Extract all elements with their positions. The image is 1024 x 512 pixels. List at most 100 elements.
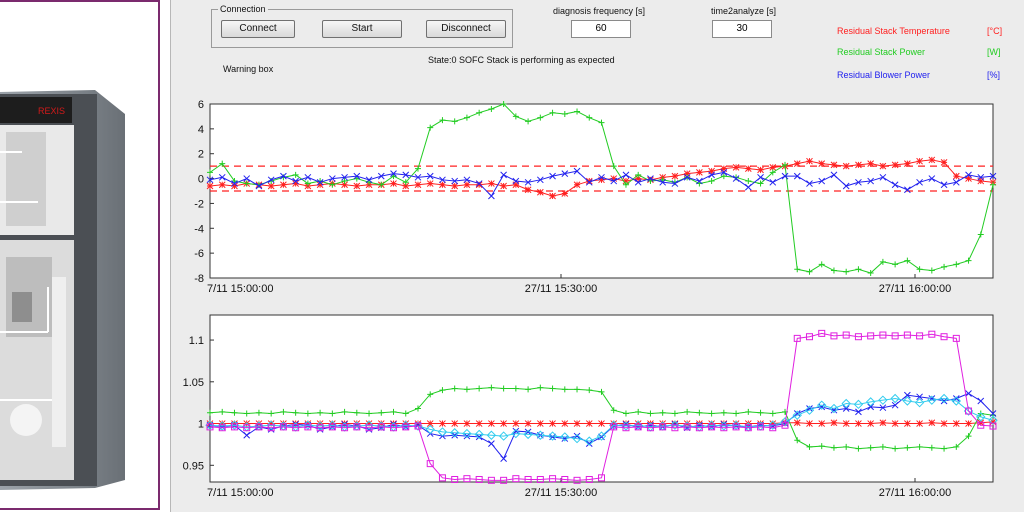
- data-point: [794, 266, 801, 273]
- data-point: [243, 180, 250, 187]
- data-point: [818, 420, 826, 427]
- sofc-unit-illustration: REXIS: [0, 90, 125, 490]
- time2analyze-input[interactable]: 30: [712, 20, 772, 38]
- data-point: [451, 420, 459, 427]
- time2analyze-label: time2analyze [s]: [711, 6, 777, 16]
- data-point: [830, 161, 838, 169]
- data-point: [574, 386, 581, 393]
- data-point: [671, 424, 679, 432]
- data-point: [512, 181, 520, 189]
- data-point: [512, 385, 519, 392]
- data-point: [598, 173, 605, 181]
- data-point: [940, 181, 948, 189]
- data-point: [243, 175, 251, 182]
- data-point: [500, 385, 507, 392]
- data-point: [585, 177, 593, 185]
- data-point: [757, 409, 764, 416]
- data-point: [708, 178, 715, 185]
- data-point: [854, 333, 862, 341]
- data-point: [977, 177, 985, 185]
- connection-legend: Connection: [220, 4, 266, 14]
- residual-chart-top: 6 4 2 0 -2 -4 -6 -87/11 15:00:00 27/11 15:30:00 2…: [194, 99, 997, 295]
- data-point: [549, 172, 556, 180]
- diagnosis-frequency-input[interactable]: 60: [571, 20, 631, 38]
- data-point: [830, 171, 838, 179]
- start-button[interactable]: Start: [322, 20, 402, 38]
- data-point: [427, 124, 434, 131]
- data-point: [891, 420, 899, 427]
- data-point: [500, 101, 507, 107]
- data-point: [806, 157, 813, 165]
- data-point: [586, 387, 593, 394]
- data-point: [817, 400, 827, 410]
- data-point: [671, 420, 679, 427]
- data-point: [683, 170, 691, 177]
- data-point: [365, 176, 373, 184]
- data-point: [439, 387, 446, 394]
- data-point: [841, 398, 851, 409]
- disconnect-button[interactable]: Disconnect: [426, 20, 506, 38]
- data-point: [414, 422, 422, 430]
- data-point: [782, 161, 789, 168]
- data-point: [512, 420, 520, 427]
- data-point: [904, 444, 911, 451]
- data-point: [965, 390, 972, 397]
- data-point: [988, 415, 998, 425]
- data-point: [463, 114, 470, 121]
- data-point: [488, 440, 495, 447]
- data-point: [573, 167, 581, 175]
- data-point: [585, 475, 593, 483]
- data-point: [890, 393, 900, 404]
- data-point: [498, 431, 509, 441]
- data-point: [855, 266, 862, 273]
- data-point: [744, 424, 752, 432]
- data-point: [598, 119, 605, 126]
- data-point: [867, 270, 874, 277]
- y-tick-label: -4: [194, 223, 204, 235]
- data-point: [904, 420, 911, 427]
- data-point: [439, 420, 446, 427]
- data-point: [304, 180, 311, 187]
- data-point: [659, 178, 667, 186]
- data-point: [769, 410, 776, 417]
- blower-unit: [10, 404, 42, 436]
- data-point: [500, 171, 507, 179]
- data-point: [952, 334, 960, 342]
- data-point: [462, 428, 472, 439]
- data-point: [524, 186, 532, 194]
- x-tick-label: 27/11 15:30:00: [525, 487, 598, 499]
- data-point: [475, 420, 483, 427]
- data-point: [916, 443, 923, 450]
- data-point: [610, 423, 618, 431]
- data-point: [720, 165, 728, 172]
- data-point: [781, 421, 789, 429]
- state-text: State:0 SOFC Stack is performing as expe…: [428, 55, 615, 65]
- data-point: [708, 423, 716, 431]
- data-point: [402, 423, 410, 431]
- data-point: [243, 431, 251, 439]
- data-point: [818, 177, 826, 185]
- data-point: [219, 160, 226, 167]
- data-point: [928, 156, 936, 164]
- data-point: [916, 420, 923, 427]
- data-point: [218, 173, 226, 181]
- data-point: [843, 443, 850, 450]
- data-point: [965, 175, 972, 182]
- data-point: [634, 175, 642, 182]
- y-tick-label: -2: [194, 198, 204, 210]
- data-point: [402, 179, 409, 186]
- data-point: [535, 430, 546, 440]
- data-point: [683, 423, 691, 431]
- data-point: [622, 177, 630, 185]
- data-point: [793, 172, 801, 180]
- y-tick-label: -8: [194, 273, 204, 285]
- data-point: [853, 399, 864, 410]
- data-point: [561, 190, 569, 197]
- data-point: [561, 110, 568, 117]
- connect-button[interactable]: Connect: [221, 20, 295, 38]
- data-point: [683, 173, 691, 181]
- data-point: [867, 332, 875, 340]
- legend-label: Residual Blower Power: [837, 70, 931, 80]
- data-point: [425, 424, 435, 435]
- legend-unit: [W]: [987, 47, 1001, 57]
